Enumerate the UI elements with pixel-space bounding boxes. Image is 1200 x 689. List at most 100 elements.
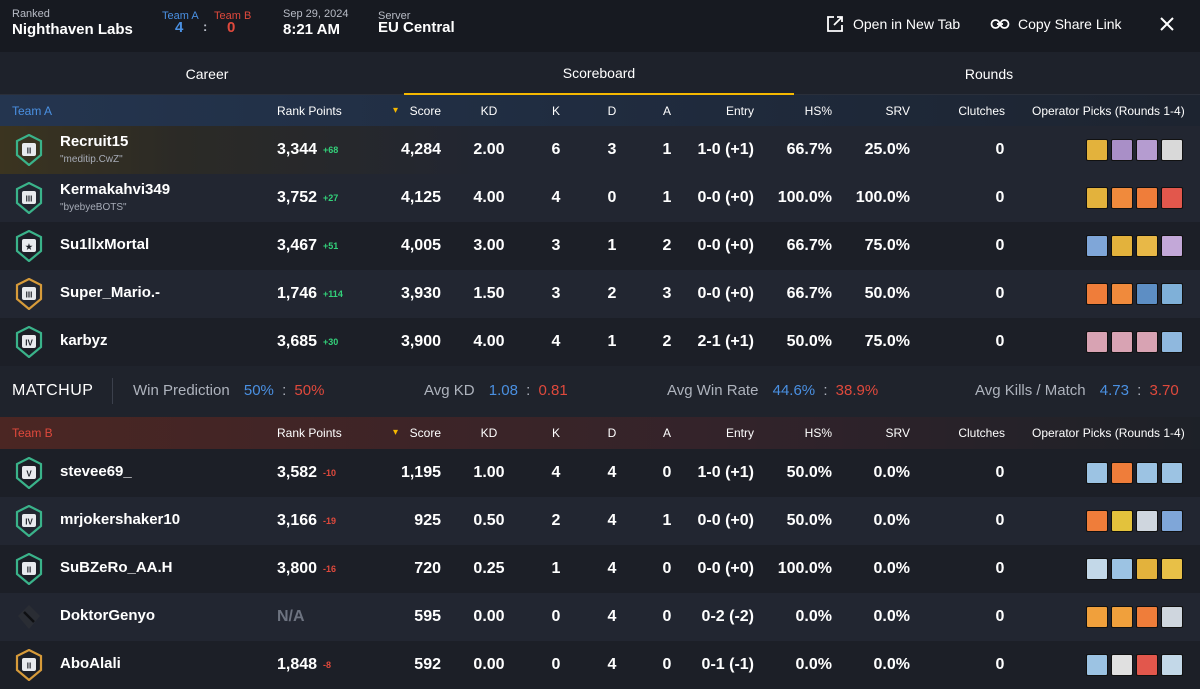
copy-share-link-button[interactable]: Copy Share Link [990, 14, 1122, 34]
assists: 0 [662, 656, 672, 673]
score: 4,284 [400, 141, 441, 158]
operator-icon[interactable] [1136, 654, 1158, 676]
player-row[interactable]: II AboAlali 1,848 -8 592 0.00 0 4 0 0-1 (-1) 0… [0, 641, 1200, 689]
operator-icon[interactable] [1161, 558, 1183, 580]
operator-icon[interactable] [1111, 139, 1133, 161]
player-name[interactable]: mrjokershaker10 [60, 511, 181, 528]
player-name[interactable]: Su1llxMortal [60, 236, 150, 253]
player-name[interactable]: Recruit15 [60, 133, 129, 150]
close-icon[interactable] [1157, 14, 1177, 34]
col-hs[interactable]: HS% [804, 104, 832, 118]
operator-icon[interactable] [1111, 283, 1133, 305]
player-row[interactable]: IV karbyz 3,685 +30 3,900 4.00 4 1 2 2-1 (+1)… [0, 318, 1200, 366]
operator-icon[interactable] [1086, 654, 1108, 676]
operator-icon[interactable] [1111, 187, 1133, 209]
tab-career[interactable]: Career [185, 65, 229, 82]
operator-icon[interactable] [1086, 462, 1108, 484]
player-name[interactable]: DoktorGenyo [60, 607, 156, 624]
operator-icon[interactable] [1136, 331, 1158, 353]
rank-points: 3,800 [277, 560, 318, 577]
col-clutches[interactable]: Clutches [958, 104, 1005, 118]
player-row[interactable]: IV mrjokershaker10 3,166 -19 925 0.50 2 4 1 0… [0, 497, 1200, 545]
operator-icon[interactable] [1111, 606, 1133, 628]
player-row[interactable]: II SuBZeRo_AA.H 3,800 -16 720 0.25 1 4 0 0-0 … [0, 545, 1200, 593]
operator-icon[interactable] [1111, 510, 1133, 532]
operator-icon[interactable] [1111, 558, 1133, 580]
col-a[interactable]: A [662, 104, 671, 118]
operator-icon[interactable] [1136, 139, 1158, 161]
player-row[interactable]: ★ Su1llxMortal 3,467 +51 4,005 3.00 3 1 2 0-0… [0, 222, 1200, 270]
col-a[interactable]: A [662, 426, 671, 440]
col-srv[interactable]: SRV [885, 426, 910, 440]
operator-icon[interactable] [1136, 235, 1158, 257]
player-row[interactable]: III Kermakahvi349 "byebyeBOTS" 3,752 +27 … [0, 174, 1200, 222]
col-clutches[interactable]: Clutches [958, 426, 1005, 440]
col-score[interactable]: Score [409, 104, 441, 118]
operator-icon[interactable] [1086, 139, 1108, 161]
player-name[interactable]: karbyz [60, 332, 108, 349]
col-srv[interactable]: SRV [885, 104, 910, 118]
operator-icon[interactable] [1136, 558, 1158, 580]
operator-icon[interactable] [1161, 654, 1183, 676]
col-kd[interactable]: KD [480, 426, 498, 440]
col-hs[interactable]: HS% [804, 426, 832, 440]
col-entry[interactable]: Entry [725, 104, 754, 118]
col-rank-points[interactable]: Rank Points [277, 426, 342, 440]
operator-icon[interactable] [1136, 187, 1158, 209]
col-kd[interactable]: KD [480, 104, 498, 118]
tab-bar: Career Scoreboard Rounds [0, 52, 1200, 95]
operator-icon[interactable] [1111, 235, 1133, 257]
operator-icon[interactable] [1161, 139, 1183, 161]
player-row[interactable]: DoktorGenyo N/A 595 0.00 0 4 0 0-2 (-2) 0.0% 0.0%… [0, 593, 1200, 641]
operator-icon[interactable] [1161, 187, 1183, 209]
player-name[interactable]: SuBZeRo_AA.H [60, 559, 173, 576]
operator-icon[interactable] [1161, 510, 1183, 532]
player-name[interactable]: AboAlali [60, 655, 121, 672]
operator-icon[interactable] [1086, 283, 1108, 305]
operator-icon[interactable] [1086, 331, 1108, 353]
tab-scoreboard[interactable]: Scoreboard [404, 52, 794, 95]
rank-badge-icon: III [15, 278, 43, 310]
operator-icon[interactable] [1086, 187, 1108, 209]
external-link-icon [827, 16, 843, 32]
operator-icon[interactable] [1161, 235, 1183, 257]
operator-icon[interactable] [1136, 510, 1158, 532]
player-row[interactable]: III Super_Mario.- 1,746 +114 3,930 1.50 3 2… [0, 270, 1200, 318]
col-rank-points[interactable]: Rank Points [277, 104, 342, 118]
operator-icon[interactable] [1136, 462, 1158, 484]
operator-icon[interactable] [1086, 558, 1108, 580]
player-row[interactable]: V stevee69_ 3,582 -10 1,195 1.00 4 4 0 1-0 (+… [0, 449, 1200, 497]
col-k[interactable]: K [551, 426, 560, 440]
player-name[interactable]: Super_Mario.- [60, 284, 161, 301]
operator-icon[interactable] [1111, 654, 1133, 676]
operator-icon[interactable] [1111, 462, 1133, 484]
col-k[interactable]: K [551, 104, 560, 118]
col-score[interactable]: Score [409, 426, 441, 440]
operator-icon[interactable] [1086, 606, 1108, 628]
tab-rounds[interactable]: Rounds [964, 65, 1014, 82]
kills: 4 [551, 333, 561, 350]
operator-icon[interactable] [1161, 331, 1183, 353]
player-name[interactable]: Kermakahvi349 [60, 181, 171, 198]
operator-icon[interactable] [1136, 283, 1158, 305]
headshot-percent: 100.0% [777, 560, 832, 577]
operator-icon[interactable] [1161, 283, 1183, 305]
col-d[interactable]: D [607, 426, 617, 440]
kills: 4 [551, 189, 561, 206]
operator-icon[interactable] [1086, 510, 1108, 532]
open-new-tab-button[interactable]: Open in New Tab [825, 14, 960, 34]
operator-icon[interactable] [1111, 331, 1133, 353]
player-name[interactable]: stevee69_ [60, 463, 132, 480]
col-d[interactable]: D [607, 104, 617, 118]
win-prediction-a: 50% [243, 382, 274, 399]
operator-icon[interactable] [1136, 606, 1158, 628]
operator-icon[interactable] [1161, 606, 1183, 628]
operator-icon[interactable] [1161, 462, 1183, 484]
col-entry[interactable]: Entry [725, 426, 754, 440]
rank-points: 3,685 [277, 333, 318, 350]
operator-icon[interactable] [1086, 235, 1108, 257]
assists: 3 [662, 285, 672, 302]
player-row[interactable]: II Recruit15 "meditip.CwZ" 3,344 +68 4,28… [0, 126, 1200, 174]
kd: 0.25 [473, 560, 505, 577]
kd: 4.00 [473, 189, 505, 206]
